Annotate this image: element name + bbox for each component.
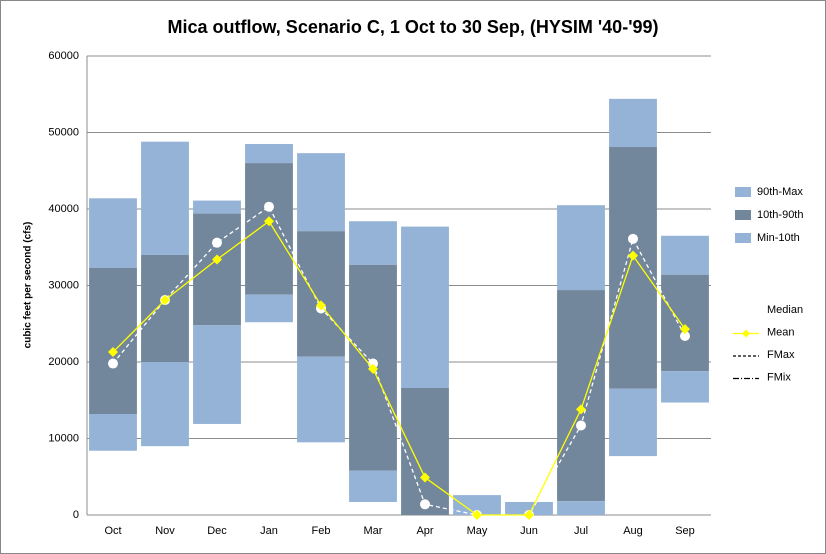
y-tick-label: 60000: [48, 50, 79, 62]
legend-label: Min-10th: [757, 232, 800, 244]
mean-marker: [576, 404, 586, 415]
mean-marker: [368, 363, 378, 374]
x-tick-label: Apr: [416, 525, 433, 537]
range-bar: [245, 143, 293, 164]
median-marker: [420, 499, 430, 510]
x-tick-label: May: [467, 525, 488, 537]
range-bar: [297, 231, 345, 357]
mean-marker: [524, 510, 534, 520]
legend-label: FMix: [767, 371, 791, 383]
range-bar: [297, 356, 345, 443]
range-bar: [193, 200, 241, 214]
range-bar: [297, 153, 345, 232]
median-marker: [108, 358, 118, 369]
range-bar: [453, 495, 501, 515]
median-marker: [212, 237, 222, 248]
range-bar: [661, 371, 709, 403]
legend-label: FMax: [767, 349, 795, 361]
x-tick-label: Aug: [623, 525, 643, 537]
range-bar: [557, 501, 605, 515]
range-bar: [505, 501, 553, 515]
range-bar: [609, 147, 657, 389]
range-bar: [609, 388, 657, 457]
range-bar: [401, 226, 449, 389]
series-line: [112, 220, 686, 516]
legend-swatch: [735, 210, 751, 220]
range-bar: [245, 163, 293, 295]
mean-marker: [420, 472, 430, 483]
legend-label: Mean: [767, 326, 795, 338]
legend-label: Median: [767, 304, 803, 316]
x-tick-label: Sep: [675, 525, 695, 537]
range-bar: [141, 254, 189, 362]
median-marker: [264, 201, 274, 212]
legend-swatch: [735, 233, 751, 243]
range-bar: [557, 205, 605, 291]
y-tick-label: 40000: [48, 203, 79, 215]
mean-marker: [680, 324, 690, 335]
range-bar: [89, 267, 137, 415]
x-tick-label: Jun: [520, 525, 538, 537]
legend-label: 10th-90th: [757, 209, 803, 221]
median-marker: [628, 233, 638, 244]
y-tick-label: 0: [73, 509, 79, 521]
mean-marker: [212, 254, 222, 265]
y-tick-label: 10000: [48, 432, 79, 444]
legend-marker: [742, 329, 750, 338]
range-bar: [245, 294, 293, 323]
y-tick-label: 50000: [48, 126, 79, 138]
range-bar: [661, 274, 709, 372]
range-bar: [401, 388, 449, 515]
chart-title: Mica outflow, Scenario C, 1 Oct to 30 Se…: [167, 17, 658, 37]
x-tick-label: Jan: [260, 525, 278, 537]
mean-marker: [316, 300, 326, 311]
median-marker: [576, 420, 586, 431]
mean-marker: [160, 295, 170, 306]
range-bar: [89, 198, 137, 268]
y-tick-label: 20000: [48, 356, 79, 368]
range-bar: [349, 470, 397, 502]
legend-swatch: [735, 187, 751, 197]
range-bar: [141, 362, 189, 447]
x-tick-label: Jul: [574, 525, 588, 537]
x-tick-label: Feb: [312, 525, 331, 537]
legend-label: 90th-Max: [757, 186, 803, 198]
range-bar: [141, 141, 189, 255]
range-bar: [661, 235, 709, 275]
range-bar: [193, 325, 241, 424]
range-bar: [557, 290, 605, 502]
range-bar: [609, 98, 657, 148]
y-tick-label: 30000: [48, 279, 79, 291]
mean-marker: [108, 347, 118, 358]
median-marker: [680, 330, 690, 341]
x-tick-label: Dec: [207, 525, 227, 537]
y-axis-label: cubic feet per second (cfs): [23, 222, 34, 349]
x-tick-label: Mar: [364, 525, 383, 537]
mean-marker: [628, 250, 638, 261]
range-bar: [89, 414, 137, 451]
range-bar: [349, 221, 397, 265]
mean-marker: [472, 510, 482, 520]
x-tick-label: Oct: [104, 525, 121, 537]
mean-marker: [264, 216, 274, 227]
range-bar: [193, 213, 241, 326]
x-tick-label: Nov: [155, 525, 175, 537]
